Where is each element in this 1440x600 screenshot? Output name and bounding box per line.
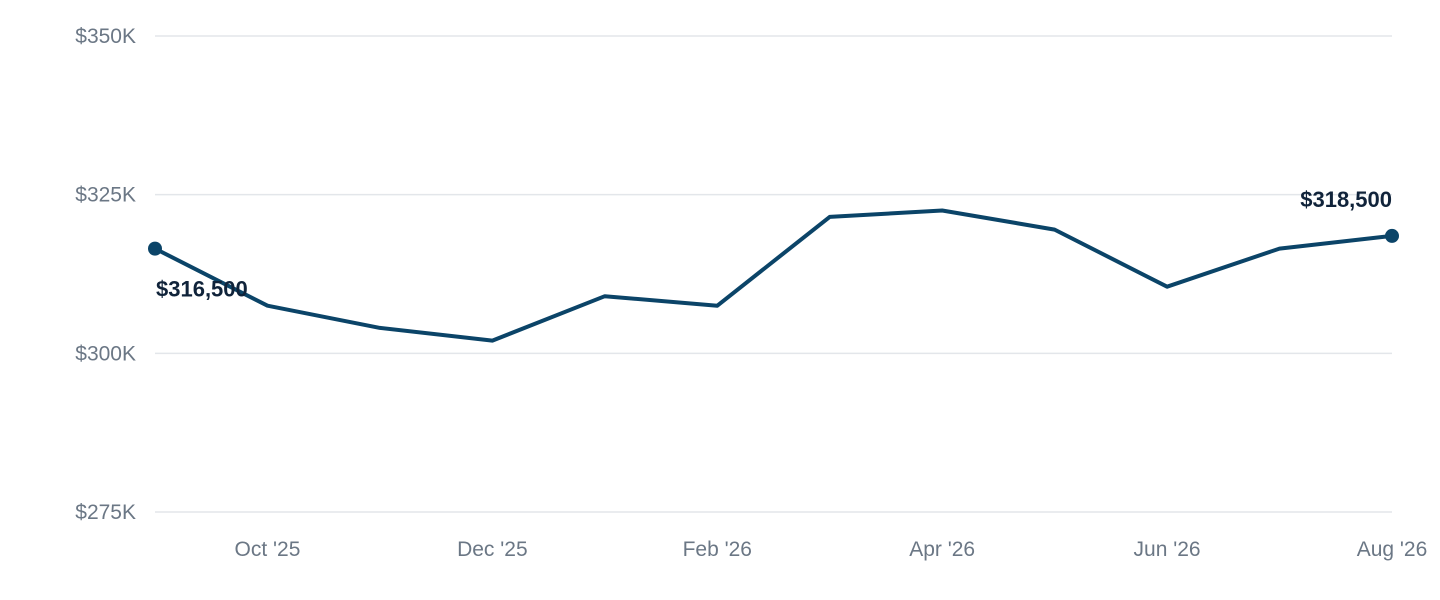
data-labels: $316,500 $318,500 (156, 187, 1392, 302)
data-label: $316,500 (156, 277, 248, 302)
y-tick-label: $350K (75, 25, 136, 48)
gridlines (155, 35, 1392, 513)
y-tick-label: $325K (75, 184, 136, 207)
x-tick-label: Dec '25 (457, 538, 528, 561)
y-axis-ticks: $275K $300K $325K $350K (75, 25, 136, 524)
series (148, 208, 1399, 343)
y-tick-label: $300K (75, 342, 136, 365)
x-tick-label: Apr '26 (909, 538, 975, 561)
y-tick-label: $275K (75, 501, 136, 524)
series-line (153, 208, 1394, 343)
x-axis-ticks: Oct '25 Dec '25 Feb '26 Apr '26 Jun '26 Aug '… (235, 538, 1428, 561)
data-label: $318,500 (1300, 187, 1392, 212)
data-point-marker (148, 241, 162, 256)
x-tick-label: Aug '26 (1357, 538, 1428, 561)
x-tick-label: Oct '25 (235, 538, 301, 561)
data-point-marker (1385, 228, 1399, 243)
x-tick-label: Feb '26 (683, 538, 752, 561)
x-tick-label: Jun '26 (1134, 538, 1201, 561)
